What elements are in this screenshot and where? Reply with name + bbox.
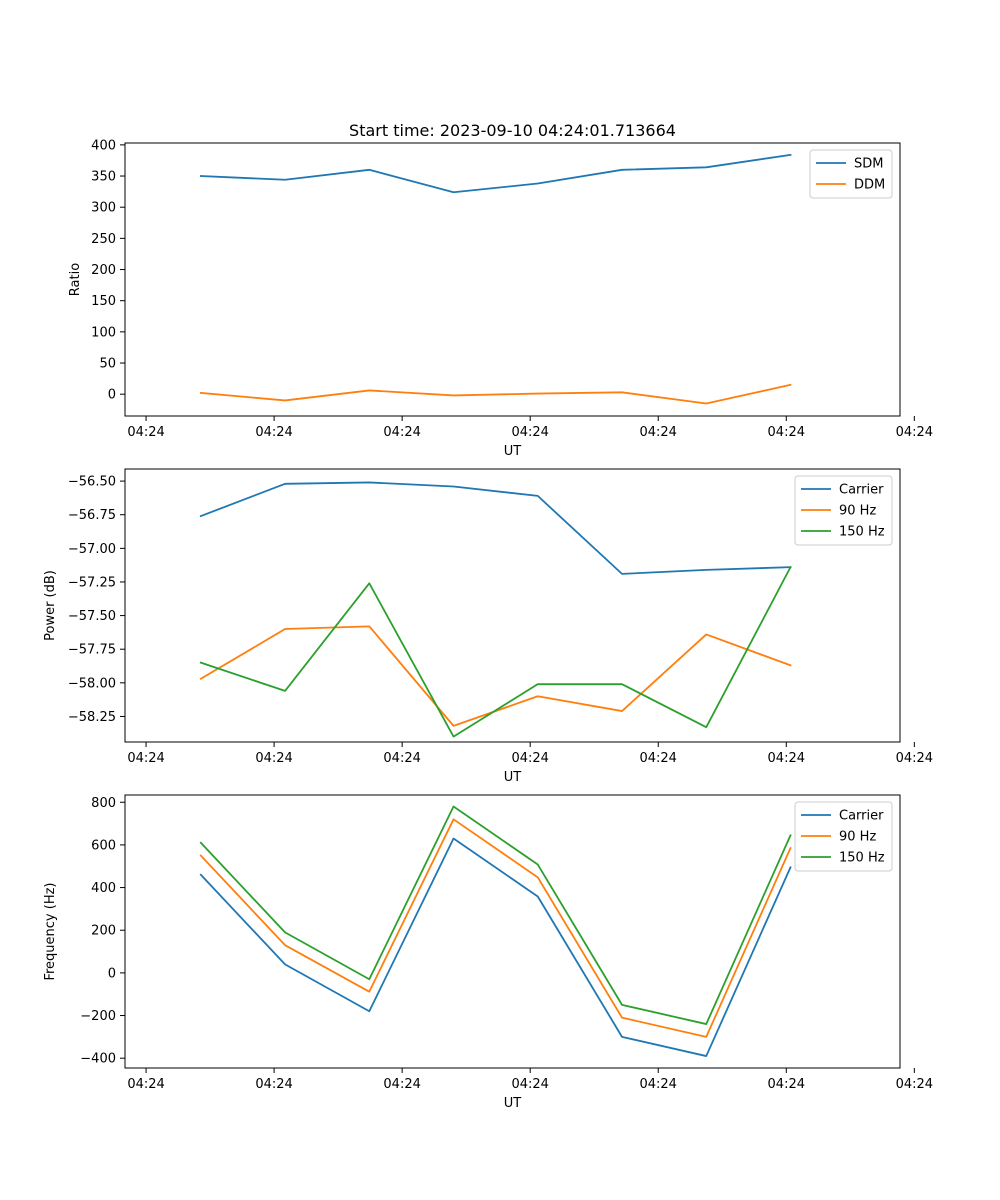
legend-label: SDM: [854, 157, 883, 172]
x-tick-label: 04:24: [768, 751, 805, 766]
legend-label: Carrier: [839, 483, 884, 498]
series-line-carrier: [199, 481, 792, 575]
legend-label: 150 Hz: [839, 851, 885, 866]
y-tick-label: 400: [91, 881, 116, 896]
x-tick-label: 04:24: [896, 425, 933, 440]
x-tick-label: 04:24: [127, 425, 164, 440]
series-line-sdm: [199, 153, 792, 194]
series-line-90-hz: [199, 818, 792, 1038]
axes-frame: [124, 468, 901, 743]
y-tick-label: 200: [91, 924, 116, 939]
legend-box: [794, 801, 893, 872]
y-tick-label: −57.25: [68, 575, 116, 590]
axes-frame: [124, 142, 901, 417]
y-tick-label: 50: [99, 357, 116, 372]
x-tick-label: 04:24: [768, 425, 805, 440]
y-axis-label: Power (dB): [43, 570, 58, 641]
legend-label: 90 Hz: [839, 830, 876, 845]
ratio-subplot: 04:24 04:24 04:24 04:24 04:24 04:24 04:24 0 50 10…: [68, 138, 933, 459]
y-tick-label: −58.00: [68, 676, 116, 691]
x-axis-label: UT: [504, 444, 522, 459]
y-tick-label: 100: [91, 325, 116, 340]
x-tick-label: 04:24: [127, 751, 164, 766]
x-tick-label: 04:24: [511, 1077, 548, 1092]
x-tick-label: 04:24: [255, 1077, 292, 1092]
legend-box: [794, 475, 893, 546]
x-tick-label: 04:24: [768, 1077, 805, 1092]
x-tick-label: 04:24: [383, 751, 420, 766]
series-line-carrier: [199, 837, 792, 1057]
y-tick-label: −56.75: [68, 508, 116, 523]
y-tick-label: 800: [91, 796, 116, 811]
y-tick-label: 0: [108, 388, 116, 403]
x-tick-label: 04:24: [639, 425, 676, 440]
legend-label: Carrier: [839, 809, 884, 824]
frequency-subplot: 04:24 04:24 04:24 04:24 04:24 04:24 04:24 −400 −…: [43, 794, 933, 1111]
x-tick-label: 04:24: [383, 425, 420, 440]
y-tick-label: −57.00: [68, 542, 116, 557]
x-axis-label: UT: [504, 1096, 522, 1111]
legend: Carrier 90 Hz 150 Hz: [794, 801, 893, 872]
y-tick-label: −57.50: [68, 609, 116, 624]
y-tick-label: 200: [91, 263, 116, 278]
x-tick-label: 04:24: [896, 1077, 933, 1092]
legend-label: 150 Hz: [839, 525, 885, 540]
x-tick-label: 04:24: [255, 425, 292, 440]
y-tick-label: −57.75: [68, 643, 116, 658]
y-tick-label: 300: [91, 201, 116, 216]
x-tick-label: 04:24: [383, 1077, 420, 1092]
legend-label: DDM: [854, 178, 885, 193]
y-tick-label: −400: [80, 1052, 116, 1067]
x-tick-label: 04:24: [511, 425, 548, 440]
figure-title: Start time: 2023-09-10 04:24:01.713664: [349, 121, 676, 140]
power-subplot: 04:24 04:24 04:24 04:24 04:24 04:24 04:24 −58.2…: [43, 468, 933, 785]
y-tick-label: 350: [91, 170, 116, 185]
legend: SDM DDM: [809, 149, 893, 199]
x-tick-label: 04:24: [896, 751, 933, 766]
y-tick-label: 600: [91, 838, 116, 853]
x-tick-label: 04:24: [639, 1077, 676, 1092]
y-tick-label: 0: [108, 966, 116, 981]
x-tick-label: 04:24: [511, 751, 548, 766]
y-tick-label: 150: [91, 294, 116, 309]
series-line-150-hz: [199, 805, 792, 1025]
legend-box: [809, 149, 893, 199]
x-axis-label: UT: [504, 770, 522, 785]
y-tick-label: 250: [91, 232, 116, 247]
x-tick-label: 04:24: [639, 751, 676, 766]
y-tick-label: −200: [80, 1009, 116, 1024]
y-tick-label: −56.50: [68, 475, 116, 490]
legend: Carrier 90 Hz 150 Hz: [794, 475, 893, 546]
x-tick-label: 04:24: [127, 1077, 164, 1092]
series-line-ddm: [199, 383, 792, 405]
x-tick-label: 04:24: [255, 751, 292, 766]
y-axis-label: Frequency (Hz): [43, 882, 58, 980]
series-line-150-hz: [199, 565, 792, 738]
y-tick-label: −58.25: [68, 710, 116, 725]
legend-label: 90 Hz: [839, 504, 876, 519]
y-axis-label: Ratio: [68, 263, 83, 296]
y-tick-label: 400: [91, 138, 116, 153]
axes-frame: [124, 794, 901, 1069]
